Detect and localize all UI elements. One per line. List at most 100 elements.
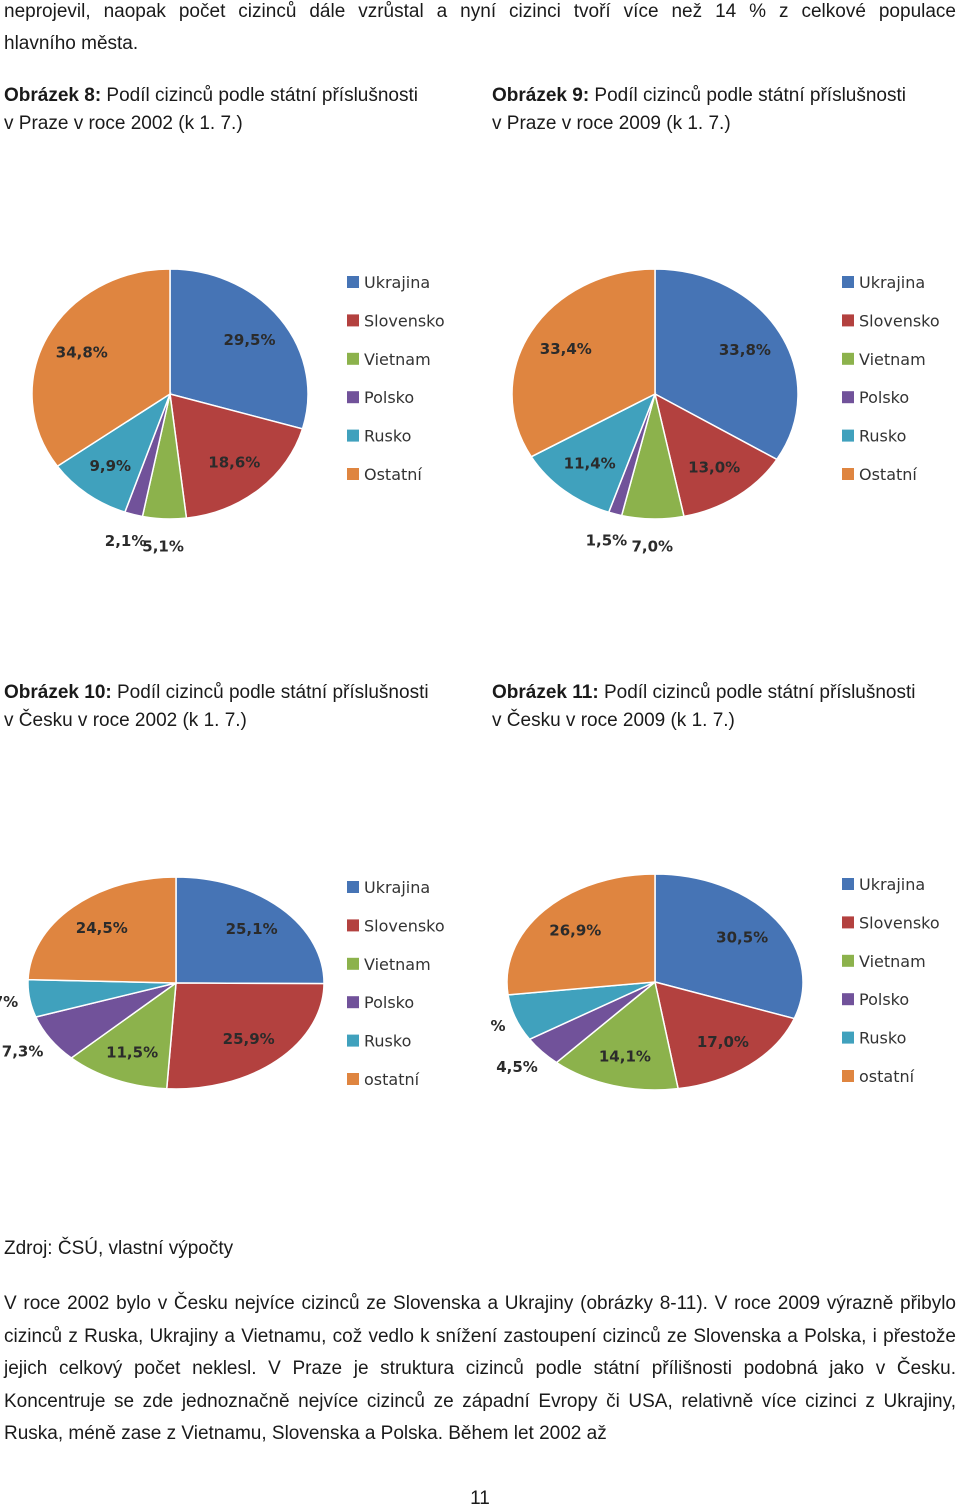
legend-swatch-polsko <box>842 993 854 1006</box>
figure-11-subtitle: v Česku v roce 2009 (k 1. 7.) <box>492 710 735 731</box>
legend-swatch-ukrajina <box>347 276 359 288</box>
figure-9-subtitle: v Praze v roce 2009 (k 1. 7.) <box>492 113 731 134</box>
legend-swatch-polsko <box>842 391 854 404</box>
pie-slice-ukrajina <box>169 268 309 430</box>
legend-label-slovensko: Slovensko <box>364 311 445 330</box>
pie-slice-rusko <box>530 392 657 514</box>
legend-label-rusko: Rusko <box>859 427 906 446</box>
legend-swatch-ostatni <box>347 1073 359 1085</box>
pie-slice-rusko <box>56 392 172 514</box>
figure-8-title: Podíl cizinců podle státní příslušnosti <box>101 85 418 106</box>
data-label-vietnam: 7,0% <box>631 538 673 556</box>
body-paragraph: V roce 2002 bylo v Česku nejvíce cizinců… <box>4 1293 956 1445</box>
legend-swatch-rusko <box>842 429 854 442</box>
pie-slice-ostatni <box>27 876 177 984</box>
figure-8-number: Obrázek 8: <box>4 85 102 106</box>
legend-swatch-ukrajina <box>842 276 854 288</box>
legend-label-slovensko: Slovensko <box>364 916 445 935</box>
legend-swatch-ostatni <box>842 468 854 480</box>
data-label-rusko: 5,7% <box>0 993 18 1011</box>
legend-label-vietnam: Vietnam <box>364 955 431 974</box>
figure-11-title: Podíl cizinců podle státní příslušnosti <box>598 682 916 703</box>
pie-chart-praha-2009-svg: 33,8% 13,0% 7,0%1,5% 11,4% 33,4% Ukrajina Slov… <box>511 268 940 556</box>
data-label-vietnam: 11,5% <box>106 1044 158 1062</box>
legend-label-polsko: Polsko <box>859 990 909 1009</box>
legend-label-ostatni: ostatní <box>364 1070 420 1089</box>
legend-swatch-rusko <box>842 1031 854 1044</box>
figure-10-title: Podíl cizinců podle státní příslušnosti <box>111 682 429 703</box>
pie-slice-vietnam <box>70 981 177 1090</box>
pie-chart-cesko-2002-svg: 25,1% 25,9% 11,5% 7,3% 5,7% 24,5% Ukrajina Slov… <box>0 876 445 1090</box>
pie-slice-slovensko <box>653 392 778 518</box>
data-label-polsko: 2,1% <box>105 532 147 550</box>
legend-swatch-ostatni <box>347 468 359 480</box>
legend-swatch-polsko <box>347 996 359 1009</box>
legend-label-ukrajina: Ukrajina <box>859 273 925 292</box>
pie-slice-ostatni <box>511 268 656 458</box>
legend-label-polsko: Polsko <box>364 993 414 1012</box>
pie-chart-cesko-2002: 25,1% 25,9% 11,5% 7,3% 5,7% 24,5% Ukrajina Slov… <box>0 865 470 1165</box>
data-label-vietnam: 5,1% <box>142 537 184 555</box>
data-label-rusko: 11,4% <box>564 455 616 473</box>
legend-swatch-slovensko <box>842 314 854 327</box>
figure-10-subtitle: v Česku v roce 2002 (k 1. 7.) <box>4 710 247 731</box>
pie-slice-ostatni <box>506 873 656 996</box>
pie-chart-cesko-2009: 30,5% 17,0% 14,1% 4,5% 7,0% 26,9% Ukrajina Slov… <box>490 862 960 1162</box>
legend-swatch-slovensko <box>347 314 359 327</box>
data-label-polsko: 7,3% <box>2 1042 44 1060</box>
pie-slice-slovensko <box>169 392 304 519</box>
legend-swatch-slovensko <box>347 919 359 932</box>
legend-label-ostatni: Ostatní <box>364 465 422 484</box>
figure-8-subtitle: v Praze v roce 2002 (k 1. 7.) <box>4 113 243 134</box>
legend-swatch-vietnam <box>347 957 359 970</box>
data-label-slovensko: 13,0% <box>688 459 740 477</box>
figure-9-number: Obrázek 9: <box>492 85 590 106</box>
legend-swatch-vietnam <box>347 352 359 365</box>
intro-line-1: neprojevil, naopak počet cizinců dále vz… <box>4 1 956 22</box>
legend-swatch-rusko <box>347 1034 359 1047</box>
figure-9-title: Podíl cizinců podle státní příslušnosti <box>589 85 906 106</box>
legend-label-polsko: Polsko <box>364 388 414 407</box>
source-note: Zdroj: ČSÚ, vlastní výpočty <box>4 1238 234 1259</box>
legend-label-ostatni: ostatní <box>859 1067 915 1086</box>
legend-label-polsko: Polsko <box>859 388 909 407</box>
legend-label-rusko: Rusko <box>364 427 411 446</box>
data-label-slovensko: 25,9% <box>223 1030 275 1048</box>
legend-swatch-ukrajina <box>347 881 359 893</box>
data-label-slovensko: 18,6% <box>208 454 260 472</box>
data-label-ostatni: 26,9% <box>549 921 601 939</box>
figure-10-caption: Obrázek 10: Podíl cizinců podle státní p… <box>4 679 474 735</box>
data-label-ostatni: 34,8% <box>56 344 108 362</box>
data-label-ostatni: 24,5% <box>76 919 128 937</box>
legend-label-ostatni: Ostatní <box>859 465 917 484</box>
pie-slice-ukrajina <box>654 873 804 1020</box>
figure-11-caption: Obrázek 11: Podíl cizinců podle státní p… <box>492 679 960 735</box>
pie-slice-vietnam <box>555 980 680 1091</box>
figure-8-caption: Obrázek 8: Podíl cizinců podle státní př… <box>4 82 474 138</box>
legend-label-ukrajina: Ukrajina <box>364 878 430 897</box>
pie-slice-slovensko <box>165 982 325 1090</box>
pie-chart-praha-2002: 29,5% 18,6% 5,1% 2,1% 9,9% 34,8% Ukrajina Slove… <box>0 262 470 562</box>
legend-label-slovensko: Slovensko <box>859 913 940 932</box>
legend-swatch-rusko <box>347 429 359 442</box>
pie-slice-ostatni <box>31 268 171 468</box>
legend-label-vietnam: Vietnam <box>859 952 926 971</box>
intro-line-2: hlavního města. <box>4 33 139 54</box>
legend-swatch-vietnam <box>842 352 854 365</box>
data-label-rusko: 9,9% <box>89 457 131 475</box>
data-label-polsko: 1,5% <box>586 532 628 550</box>
legend-label-rusko: Rusko <box>859 1029 906 1048</box>
legend-label-vietnam: Vietnam <box>859 350 926 369</box>
figure-9-caption: Obrázek 9: Podíl cizinců podle státní př… <box>492 82 960 138</box>
data-label-ukrajina: 30,5% <box>716 928 768 946</box>
pie-chart-cesko-2009-svg: 30,5% 17,0% 14,1% 4,5% 7,0% 26,9% Ukrajina Slov… <box>490 873 940 1091</box>
pie-slice-slovensko <box>654 980 796 1090</box>
legend-swatch-ukrajina <box>842 878 854 890</box>
legend-swatch-slovensko <box>842 916 854 929</box>
legend-label-vietnam: Vietnam <box>364 350 431 369</box>
data-label-polsko: 4,5% <box>496 1058 538 1076</box>
legend-label-ukrajina: Ukrajina <box>859 875 925 894</box>
legend-label-rusko: Rusko <box>364 1032 411 1051</box>
data-label-vietnam: 14,1% <box>599 1048 651 1066</box>
legend-label-slovensko: Slovensko <box>859 311 940 330</box>
